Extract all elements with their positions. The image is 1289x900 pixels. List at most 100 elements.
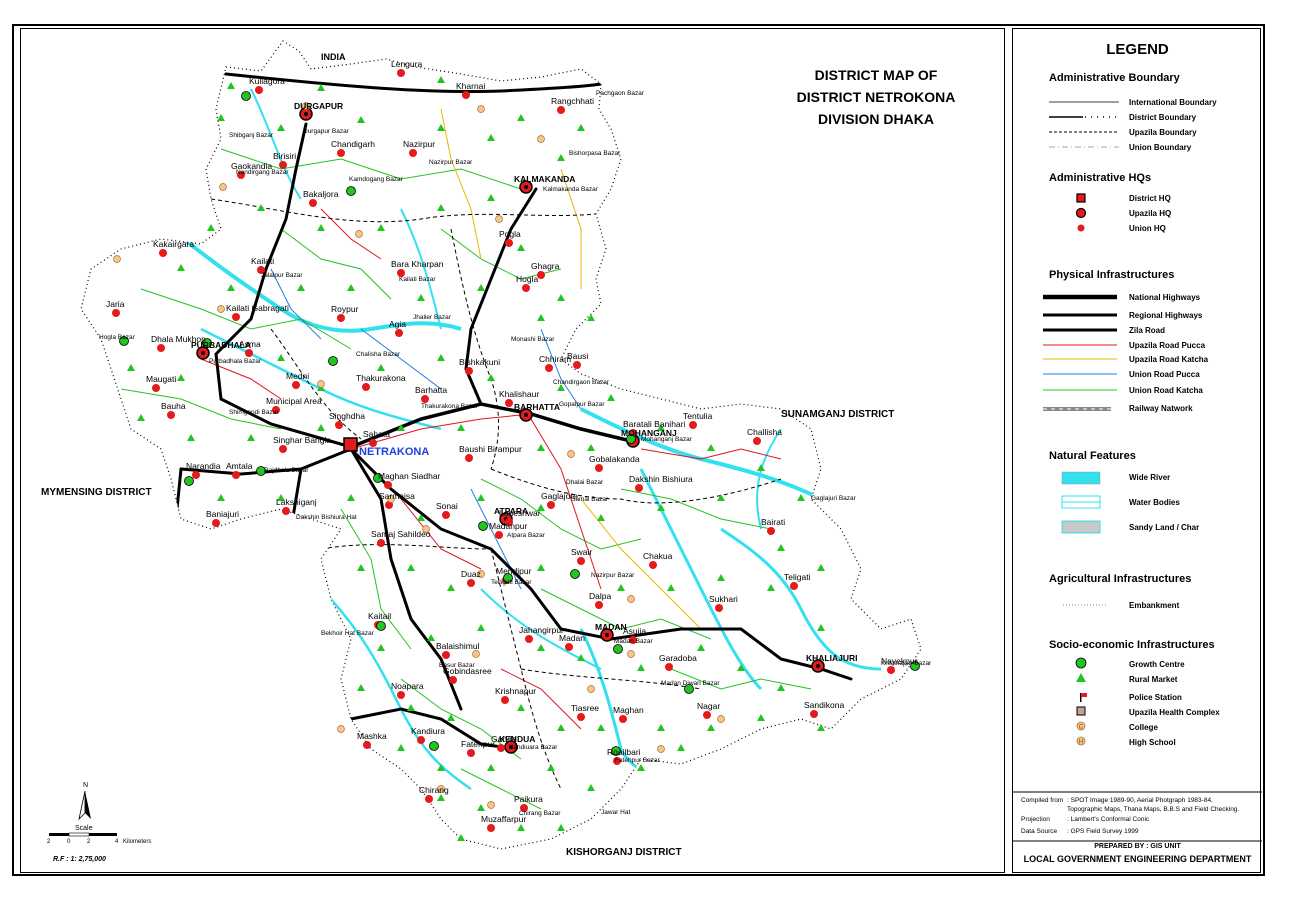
union-hq-marker [237,171,245,179]
high-school-marker [567,450,575,458]
union-hq-marker [442,511,450,519]
union-hq-marker [282,507,290,515]
bazar-label: Krishnapur Bazar [881,660,932,667]
legend-district-hq: District HQ [1129,194,1171,203]
union-hq-marker [505,518,513,526]
bazar-label: Gaglajuri Bazar [811,495,857,502]
legend-regional-highways: Regional Highways [1129,311,1203,320]
rural-market-marker [717,574,725,581]
legend-college: College [1129,723,1158,732]
union-label: Samaj Sahildeo [371,529,431,539]
rural-market-marker [437,204,445,211]
rural-market-marker [357,564,365,571]
rural-market-marker [817,564,825,571]
legend-section-admin-boundary: Administrative Boundary [1049,72,1180,84]
union-label: Sukhari [709,594,738,604]
footer-projection: Projection : Lambert's Conformal Conic [1021,816,1150,823]
union-label: Barhatta [415,385,447,395]
union-label: Khalishaur [499,389,539,399]
rural-market-marker [227,82,235,89]
rural-market-marker [757,714,765,721]
union-label: Bishkakuni [459,357,500,367]
bazar-label: Bishorpasa Bazar [569,150,621,157]
footer-compiled: Compiled from : SPOT Image 1989-90, Aeri… [1021,797,1213,804]
rural-market-marker [477,494,485,501]
legend-wide-river: Wide River [1129,473,1171,482]
union-label: Sarmaisa [379,491,415,501]
union-hq-marker [212,519,220,527]
union-label: Municipal Area [266,396,322,406]
svg-text:0: 0 [67,839,71,845]
rural-market-marker [667,584,675,591]
bazar-label: Bekhoir Hat Bazar [321,630,375,637]
bazar-label: Dhalai Bazar [566,479,604,486]
union-label: Jaria [106,299,125,309]
union-label: Jahangirpur [519,625,564,635]
union-hq-marker [649,561,657,569]
union-label: Mashka [357,731,387,741]
union-hq-marker [232,471,240,479]
rural-market-marker [447,584,455,591]
bazar-label: Dakshin Bishiura Hat [296,514,357,521]
union-label: Sandikona [804,700,844,710]
rural-market-marker [707,444,715,451]
union-label: Amtala [226,461,253,471]
union-label: Rangchhati [551,96,594,106]
union-label: Baniajuri [206,509,239,519]
bazar-label: Gopalpur Bazar [559,401,605,408]
rural-market-marker [477,624,485,631]
rural-market-marker [277,494,285,501]
rural-market-marker [517,824,525,831]
upazila-hq-label: MOHANGANJ [621,428,677,438]
rural-market-marker [557,724,565,731]
legend-zila-road: Zila Road [1129,326,1166,335]
union-hq-marker [449,676,457,684]
union-hq-marker [167,411,175,419]
union-hq-marker [385,501,393,509]
rural-market-marker [357,116,365,123]
high-school-marker [587,685,595,693]
svg-text:N: N [83,782,88,789]
upazila-hq-label: ATPARA [494,506,528,516]
rural-market-marker [577,124,585,131]
union-label: Challisha [747,427,782,437]
union-hq-marker [689,421,697,429]
union-label: Kakairgara [153,239,194,249]
legend-police-station: Police Station [1129,693,1182,702]
district-hq-marker [343,437,358,452]
union-hq-marker [157,344,165,352]
rural-market-marker [257,204,265,211]
union-hq-marker [462,91,470,99]
rural-market-marker [407,564,415,571]
upazila-hq-label: BARHATTA [514,402,560,412]
union-hq-marker [337,149,345,157]
union-hq-marker [397,269,405,277]
scale-bar: 2 0 2 4 Kilometers [47,832,151,845]
legend-rural-market: Rural Market [1129,675,1178,684]
union-label: Singhdha [329,411,365,421]
high-school-marker [477,570,485,578]
rural-market-marker [477,284,485,291]
union-label: Maghan [613,705,644,715]
growth-centre-marker [611,746,621,756]
bazar-label: Chandirgaon Bazar [553,379,610,386]
legend-upazila-road-katcha: Upazila Road Katcha [1129,355,1209,364]
upazila-hq-label: DURGAPUR [294,101,343,111]
rural-market-marker [537,644,545,651]
legend-symbols: C H [1013,101,1262,842]
rural-market-marker [177,374,185,381]
rural-market-marker [537,564,545,571]
union-hq-marker [573,361,581,369]
union-hq-marker [545,364,553,372]
union-label: Madan [559,633,585,643]
svg-text:C: C [1079,725,1084,731]
union-hq-marker [767,527,775,535]
legend-union-road-katcha: Union Road Katcha [1129,386,1203,395]
union-label: Lakshiganj [276,497,317,507]
upazila-hq-label: KHALIAJURI [806,653,857,663]
high-school-marker [472,650,480,658]
rural-market-marker [557,294,565,301]
union-hq-marker [309,199,317,207]
rural-market-marker [597,514,605,521]
rural-market-marker [487,134,495,141]
